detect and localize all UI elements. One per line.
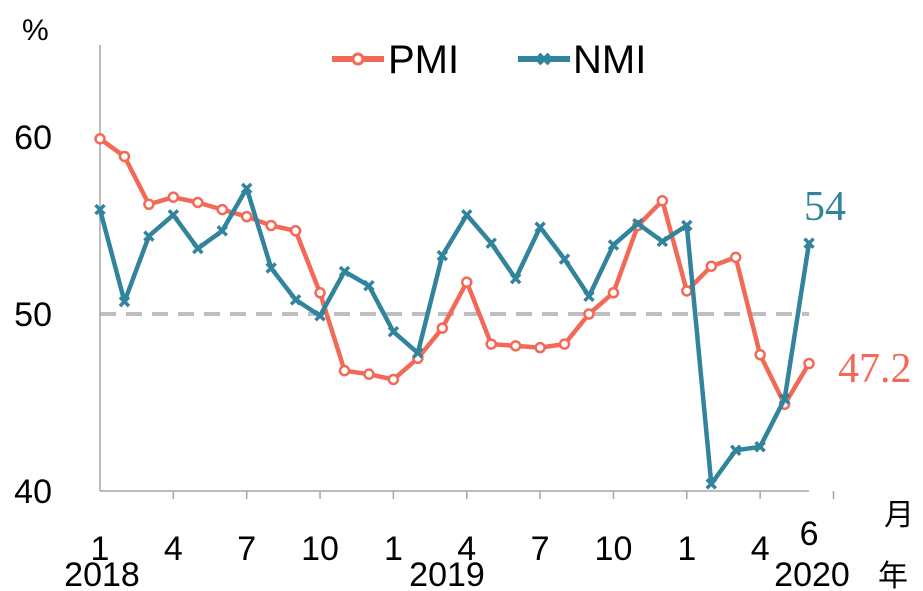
- pmi-point: [583, 308, 595, 320]
- pmi-point: [558, 338, 571, 350]
- pmi-point: [338, 364, 351, 377]
- nmi-point: [656, 235, 669, 248]
- year-label: 2018: [64, 556, 140, 591]
- nmi-point: [607, 239, 620, 251]
- pmi-point: [754, 348, 766, 361]
- nmi-point: [265, 262, 277, 274]
- nmi-point: [485, 237, 497, 249]
- nmi-point: [754, 441, 766, 453]
- nmi-point: [143, 230, 155, 242]
- x-tick-label: 1: [384, 530, 403, 568]
- x-tick-label: 4: [164, 530, 183, 568]
- nmi-point: [387, 325, 400, 338]
- pmi-point: [240, 210, 253, 223]
- nmi-point: [461, 209, 473, 221]
- y-tick-label: 50: [14, 296, 52, 334]
- nmi-point: [118, 295, 131, 308]
- pmi-point: [461, 276, 473, 288]
- nmi-point: [216, 225, 228, 237]
- year-label: 2020: [774, 556, 850, 591]
- pmi-point: [436, 322, 449, 334]
- pmi-point: [485, 338, 497, 350]
- pmi-point: [534, 341, 546, 354]
- nmi-point: [192, 242, 204, 255]
- nmi-point: [289, 294, 302, 306]
- pmi-point: [143, 198, 155, 211]
- legend-pmi-marker: [351, 52, 365, 66]
- legend-nmi-marker: [537, 52, 551, 66]
- x-tick-label: 10: [301, 530, 339, 568]
- pmi-point: [192, 196, 204, 209]
- pmi-point: [705, 260, 717, 272]
- nmi-point: [314, 310, 326, 322]
- year-label: 2019: [409, 556, 485, 591]
- pmi-point: [314, 287, 326, 299]
- x-tick-label: 4: [457, 530, 476, 568]
- pmi-point: [118, 150, 131, 163]
- pmi-point: [729, 251, 742, 264]
- pmi-point: [681, 285, 693, 297]
- series-nmi: [94, 182, 815, 490]
- pmi-point: [803, 357, 815, 370]
- x-tick-label: 1: [91, 530, 110, 568]
- nmi-point: [632, 217, 644, 230]
- pmi-point: [387, 373, 400, 386]
- legend: PMI NMI: [332, 38, 646, 82]
- legend-pmi-label: PMI: [388, 38, 459, 82]
- nmi-point: [363, 279, 375, 292]
- nmi-point: [534, 221, 546, 234]
- x-unit-label: 月: [884, 499, 914, 532]
- nmi-point: [412, 347, 424, 359]
- x-tick-label: 7: [531, 530, 550, 568]
- y-tick-label: 40: [14, 473, 52, 511]
- nmi-point: [681, 219, 693, 232]
- pmi-line: [98, 136, 811, 407]
- y-tick-label: 60: [14, 119, 52, 157]
- legend-nmi-label: NMI: [573, 38, 646, 82]
- pmi-point: [216, 203, 228, 216]
- x-tick-label: 10: [595, 530, 633, 568]
- pmi-point: [265, 219, 277, 232]
- nmi-point: [167, 209, 180, 221]
- nmi-point: [558, 253, 571, 265]
- nmi-line: [97, 186, 812, 487]
- nmi-point: [338, 265, 351, 278]
- pmi-end-label: 47.2: [838, 346, 912, 392]
- nmi-point: [240, 182, 253, 195]
- pmi-point: [167, 191, 180, 203]
- series-pmi: [94, 133, 815, 411]
- nmi-point: [509, 272, 522, 285]
- pmi-point: [509, 340, 522, 352]
- nmi-point: [94, 203, 106, 216]
- x-tick-label: 1: [677, 530, 696, 568]
- nmi-point: [583, 290, 595, 303]
- nmi-point: [705, 478, 717, 490]
- pmi-point: [607, 287, 620, 299]
- pmi-point: [94, 133, 106, 145]
- x-tick-label: 7: [237, 530, 256, 568]
- x-tick-label: 4: [751, 530, 770, 568]
- nmi-point: [803, 237, 815, 249]
- series-layer: [94, 133, 815, 490]
- pmi-point: [656, 194, 669, 207]
- nmi-point: [778, 393, 791, 405]
- pmi-point: [363, 368, 375, 380]
- pmi-point: [289, 225, 302, 237]
- year-unit-label: 年: [878, 560, 908, 591]
- x-tick-label: 6: [800, 515, 819, 553]
- nmi-point: [729, 444, 742, 457]
- nmi-point: [436, 249, 449, 262]
- y-unit-label: %: [22, 14, 49, 47]
- nmi-end-label: 54: [804, 184, 846, 230]
